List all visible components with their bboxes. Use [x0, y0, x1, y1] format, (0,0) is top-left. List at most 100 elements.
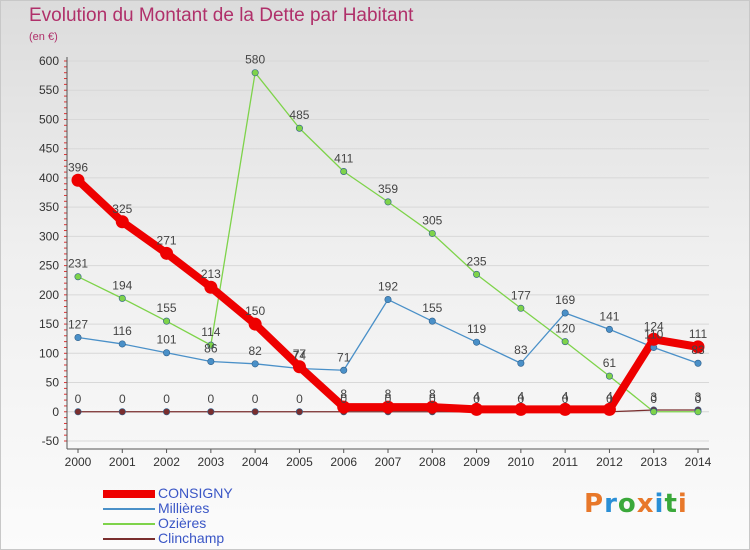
data-label: 192 — [378, 280, 398, 294]
data-point-consigny — [115, 215, 129, 229]
data-point-consigny — [425, 400, 439, 414]
data-label: 411 — [334, 151, 353, 165]
data-point-consigny — [602, 402, 616, 416]
data-point-ozières — [340, 167, 348, 175]
y-tick-label: 350 — [39, 200, 59, 214]
data-label: 83 — [514, 343, 528, 357]
logo-letter: t — [664, 489, 678, 519]
data-label: 82 — [248, 344, 262, 358]
y-tick-label: 500 — [39, 112, 59, 126]
data-label: 4 — [473, 389, 480, 403]
data-label: 8 — [340, 387, 347, 401]
data-point-millières — [163, 349, 171, 357]
data-label: 150 — [245, 304, 265, 318]
y-tick-label: -50 — [42, 434, 60, 448]
data-point-consigny — [514, 402, 528, 416]
legend-item-ozières: Ozières — [103, 516, 233, 531]
data-point-clinchamp — [207, 408, 215, 416]
data-label: 271 — [157, 233, 177, 247]
data-label: 8 — [385, 387, 392, 401]
data-label: 127 — [68, 318, 88, 332]
data-label: 305 — [422, 213, 442, 227]
data-label: 0 — [473, 392, 480, 406]
data-point-millières — [340, 366, 348, 374]
data-point-ozières — [694, 408, 702, 416]
x-tick-label: 2000 — [65, 455, 92, 469]
data-labels: 396 325 271 213 150 77 8 8 8 4 4 4 4 124 111 127 116 101 8… — [68, 53, 707, 406]
axes: -500501001502002503003504004505005506002… — [39, 54, 712, 469]
legend-swatch — [103, 507, 155, 510]
data-label: 0 — [252, 392, 259, 406]
data-point-millières — [517, 359, 525, 367]
y-tick-label: 250 — [39, 259, 59, 273]
data-label: 231 — [68, 257, 88, 271]
y-tick-label: 150 — [39, 317, 59, 331]
data-point-ozières — [561, 338, 569, 346]
data-label: 4 — [562, 389, 569, 403]
data-label: 194 — [112, 278, 132, 292]
y-tick-label: 200 — [39, 288, 59, 302]
data-label: 0 — [75, 392, 82, 406]
data-point-ozières — [74, 273, 82, 281]
data-label: 0 — [296, 392, 303, 406]
data-point-ozières — [473, 270, 481, 278]
y-tick-label: 400 — [39, 171, 59, 185]
y-tick-label: 300 — [39, 229, 59, 243]
data-label: 120 — [555, 322, 575, 336]
logo-letter: i — [654, 489, 665, 519]
y-tick-label: 550 — [39, 83, 59, 97]
x-tick-label: 2003 — [198, 455, 225, 469]
data-point-consigny — [248, 317, 262, 331]
legend-swatch — [103, 489, 155, 498]
data-point-consigny — [337, 400, 351, 414]
legend-item-millières: Millières — [103, 501, 233, 516]
data-point-consigny — [71, 173, 85, 187]
data-label: 101 — [157, 333, 177, 347]
data-label: 141 — [599, 309, 619, 323]
data-label: 71 — [337, 350, 351, 364]
data-label: 177 — [511, 288, 531, 302]
data-label: 0 — [429, 392, 436, 406]
data-label: 77 — [293, 347, 307, 361]
data-point-ozières — [517, 304, 525, 312]
data-label: 86 — [204, 341, 218, 355]
data-label: 155 — [422, 301, 442, 315]
y-tick-label: 100 — [39, 346, 59, 360]
legend: CONSIGNY Millières Ozières Clinchamp — [103, 486, 233, 546]
data-point-millières — [118, 340, 126, 348]
x-tick-label: 2005 — [286, 455, 313, 469]
data-point-ozières — [295, 124, 303, 132]
x-tick-label: 2008 — [419, 455, 446, 469]
proxiti-logo: Proxiti — [584, 489, 688, 519]
data-point-ozières — [605, 372, 613, 380]
x-tick-label: 2001 — [109, 455, 136, 469]
data-label: 0 — [695, 392, 702, 406]
legend-swatch — [103, 537, 155, 540]
data-point-consigny — [204, 280, 218, 294]
x-tick-label: 2010 — [508, 455, 535, 469]
data-point-millières — [251, 360, 259, 368]
legend-label: Ozières — [158, 515, 207, 531]
data-label: 0 — [385, 392, 392, 406]
data-label: 114 — [201, 325, 220, 339]
x-tick-label: 2011 — [552, 455, 578, 469]
data-point-ozières — [163, 317, 171, 325]
data-label: 0 — [208, 392, 215, 406]
x-tick-label: 2006 — [330, 455, 357, 469]
x-tick-label: 2014 — [685, 455, 712, 469]
data-point-ozières — [251, 69, 259, 77]
data-label: 485 — [289, 108, 309, 122]
data-point-clinchamp — [163, 408, 171, 416]
y-tick-label: 50 — [46, 376, 60, 390]
data-point-consigny — [691, 340, 705, 354]
x-tick-label: 2013 — [640, 455, 667, 469]
data-point-clinchamp — [74, 408, 82, 416]
data-label: 110 — [644, 327, 663, 341]
data-point-consigny — [647, 332, 661, 346]
data-point-consigny — [381, 400, 395, 414]
x-tick-label: 2009 — [463, 455, 490, 469]
x-tick-label: 2012 — [596, 455, 623, 469]
legend-label: Clinchamp — [158, 530, 225, 546]
legend-item-clinchamp: Clinchamp — [103, 531, 233, 546]
